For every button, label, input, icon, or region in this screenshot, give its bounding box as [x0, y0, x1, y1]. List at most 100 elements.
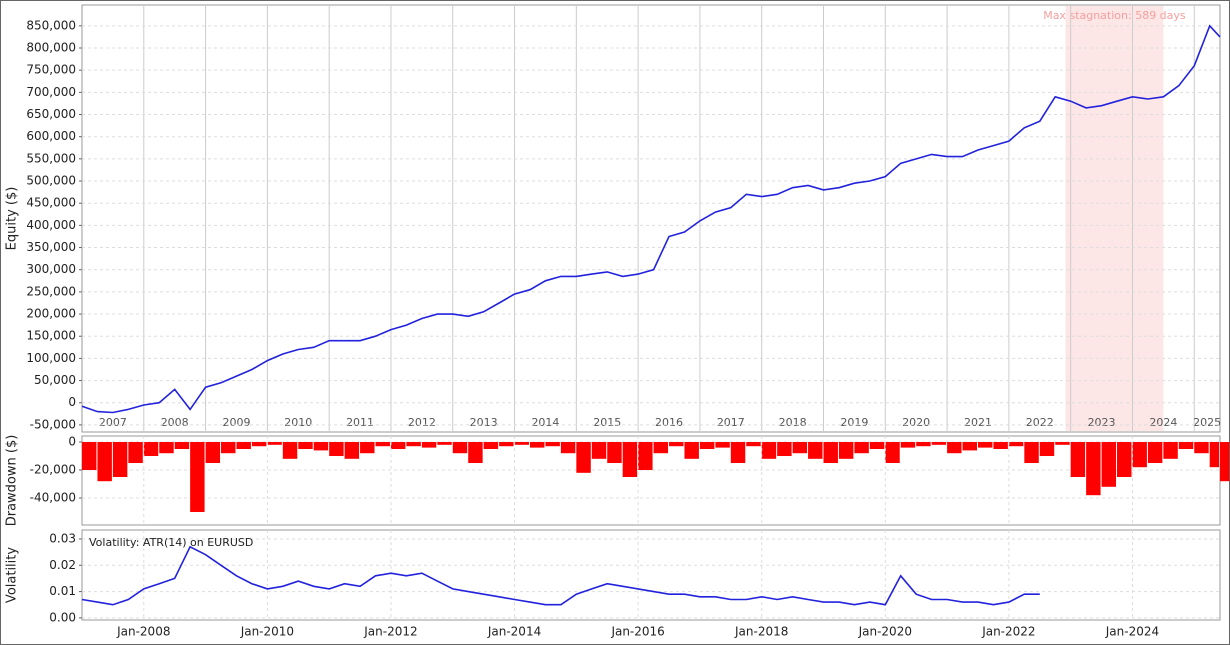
bar — [159, 442, 174, 454]
bar — [1117, 442, 1132, 478]
y-tick-label: 0.00 — [49, 610, 76, 624]
year-label: 2008 — [161, 416, 189, 429]
year-label: 2016 — [655, 416, 683, 429]
bar — [1147, 442, 1163, 464]
y-axis-title: Drawdown ($) — [5, 435, 20, 527]
year-label: 2020 — [902, 416, 930, 429]
bar — [205, 442, 221, 464]
bar — [360, 442, 375, 454]
bar — [236, 442, 251, 450]
bar — [885, 442, 900, 464]
bar — [499, 442, 514, 447]
bar — [329, 442, 344, 457]
bar — [1070, 442, 1086, 478]
y-tick-label: 800,000 — [26, 41, 76, 55]
bar — [607, 442, 622, 464]
bar — [468, 442, 483, 464]
bar — [406, 442, 421, 447]
year-label: 2021 — [964, 416, 992, 429]
y-tick-label: 550,000 — [26, 151, 76, 165]
bar — [838, 442, 854, 459]
y-tick-label: 50,000 — [34, 373, 76, 387]
bar — [1178, 442, 1194, 450]
bar — [97, 442, 112, 482]
bar — [1008, 442, 1024, 447]
bar — [82, 442, 97, 471]
bar — [375, 442, 390, 447]
bar — [761, 442, 777, 459]
bar — [962, 442, 977, 451]
bar — [390, 442, 406, 450]
bar — [808, 442, 823, 459]
bar — [730, 442, 746, 464]
y-tick-label: 700,000 — [26, 85, 76, 99]
bar — [560, 442, 576, 454]
year-label: 2014 — [531, 416, 559, 429]
year-label: 2009 — [222, 416, 250, 429]
bar — [591, 442, 607, 459]
bar — [190, 442, 205, 512]
y-tick-label: 850,000 — [26, 18, 76, 32]
bar — [452, 442, 468, 454]
bar — [823, 442, 838, 464]
y-tick-label: 0.02 — [49, 558, 76, 572]
y-tick-label: 600,000 — [26, 129, 76, 143]
y-tick-label: 300,000 — [26, 262, 76, 276]
bar — [1039, 442, 1055, 457]
y-tick-label: 0.03 — [49, 531, 76, 545]
bar — [947, 442, 962, 454]
bar — [854, 442, 869, 454]
bar — [267, 442, 282, 445]
bar — [684, 442, 699, 459]
plot-area — [81, 4, 1221, 433]
bar — [344, 442, 360, 459]
y-tick-label: 650,000 — [26, 107, 76, 121]
y-tick-label: -50,000 — [30, 417, 76, 431]
x-tick-label: Jan-2022 — [981, 625, 1035, 639]
year-label: 2019 — [840, 416, 868, 429]
bar — [622, 442, 638, 478]
y-tick-label: 0 — [68, 395, 76, 409]
x-tick-label: Jan-2010 — [240, 625, 294, 639]
bar — [529, 442, 545, 448]
stagnation-band — [1065, 6, 1164, 431]
bar — [869, 442, 885, 450]
y-tick-label: 350,000 — [26, 240, 76, 254]
bar — [483, 442, 499, 450]
y-axis-title: Equity ($) — [5, 187, 20, 251]
x-tick-label: Jan-2016 — [610, 625, 664, 639]
y-tick-label: -20,000 — [30, 463, 76, 477]
y-tick-label: 250,000 — [26, 284, 76, 298]
bar — [221, 442, 236, 454]
y-tick-label: 500,000 — [26, 174, 76, 188]
bar — [421, 442, 437, 448]
year-label: 2007 — [99, 416, 127, 429]
bar — [251, 442, 267, 447]
bar — [128, 442, 143, 464]
bar — [174, 442, 190, 450]
series-line — [81, 24, 1221, 414]
year-label: 2023 — [1088, 416, 1116, 429]
bar — [437, 442, 452, 445]
bar — [792, 442, 808, 454]
bar — [112, 442, 128, 478]
bar — [545, 442, 560, 447]
bar — [669, 442, 684, 447]
bar — [576, 442, 591, 473]
y-tick-label: 150,000 — [26, 329, 76, 343]
y-tick-label: -40,000 — [30, 490, 76, 504]
bar — [282, 442, 298, 459]
y-tick-label: 750,000 — [26, 63, 76, 77]
y-tick-label: 200,000 — [26, 307, 76, 321]
year-label: 2017 — [717, 416, 745, 429]
year-label: 2018 — [779, 416, 807, 429]
bar — [916, 442, 931, 447]
x-tick-label: Jan-2012 — [363, 625, 417, 639]
legend-label: Volatility: ATR(14) on EURUSD — [89, 536, 253, 549]
x-tick-label: Jan-2014 — [487, 625, 541, 639]
bar — [977, 442, 993, 448]
bar — [313, 442, 329, 451]
year-label: 2022 — [1026, 416, 1054, 429]
